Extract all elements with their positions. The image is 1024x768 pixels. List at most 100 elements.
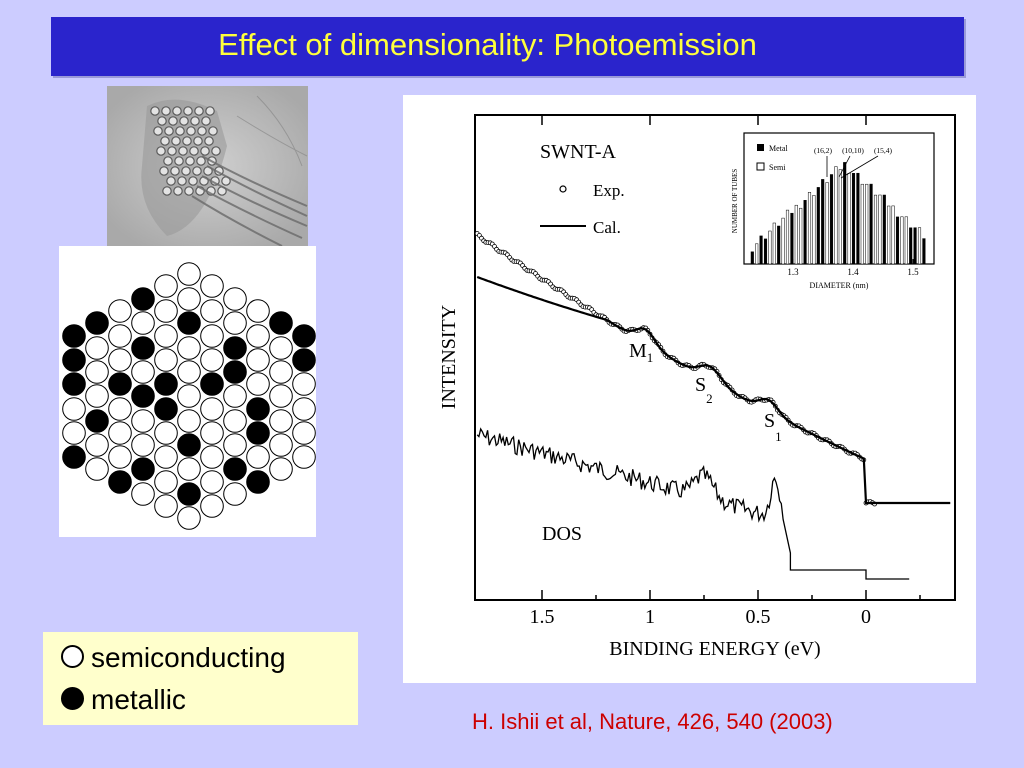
dos-label: DOS <box>542 523 582 545</box>
semiconducting-tube-circle <box>177 457 201 481</box>
semiconducting-tube-circle <box>108 324 132 348</box>
semiconducting-tube-circle <box>154 348 178 372</box>
semi-bar <box>904 216 908 265</box>
metallic-tube-circle <box>246 421 270 445</box>
metallic-tube-circle <box>246 397 270 421</box>
semiconducting-tube-circle <box>85 457 109 481</box>
semi-bar <box>794 204 798 265</box>
semiconducting-tube-circle <box>85 360 109 384</box>
semiconducting-tube-circle <box>269 433 293 457</box>
semiconducting-tube-circle <box>177 336 201 360</box>
title-bar: Effect of dimensionality: Photoemission <box>51 17 964 76</box>
semiconducting-tube-circle <box>154 494 178 518</box>
semiconducting-tube-circle <box>108 445 132 469</box>
semiconducting-tube-circle <box>292 445 316 469</box>
metallic-tube-circle <box>62 445 86 469</box>
semiconducting-tube-circle <box>108 397 132 421</box>
metallic-tube-circle <box>292 348 316 372</box>
semiconducting-tube-circle <box>246 299 270 323</box>
metallic-tube-circle <box>154 397 178 421</box>
metal-bar <box>829 174 834 265</box>
legend-label: semiconducting <box>91 642 286 673</box>
semiconducting-tube-circle <box>131 409 155 433</box>
semi-bar <box>834 166 838 265</box>
semi-bar <box>807 192 812 265</box>
semi-bar <box>781 217 785 265</box>
sample-label: SWNT-A <box>540 141 616 163</box>
metal-bar <box>909 227 913 265</box>
semiconducting-tube-circle <box>223 384 247 408</box>
semi-bar <box>865 183 869 265</box>
peak-label-s1: S1 <box>764 410 782 444</box>
semiconducting-tube-circle <box>223 409 247 433</box>
metallic-tube-circle <box>131 287 155 311</box>
semiconducting-tube-circle <box>223 433 247 457</box>
filled-circle-icon <box>61 687 84 711</box>
plot-frame <box>474 114 956 601</box>
semiconducting-tube-circle <box>154 470 178 494</box>
semi-bar <box>847 173 851 265</box>
metallic-tube-circle <box>85 311 109 335</box>
x-tick-label: 1 <box>645 606 655 628</box>
bundle-diagram <box>59 246 316 537</box>
semi-bar <box>772 222 776 265</box>
semiconducting-tube-circle <box>154 274 178 298</box>
semi-bar <box>891 205 895 265</box>
metal-bar <box>922 238 926 265</box>
peak-label-m1: M1 <box>629 340 653 365</box>
metal-bar <box>777 225 781 265</box>
tem-bundle-image <box>107 86 308 246</box>
metal-bar <box>895 216 900 265</box>
legend-item-semiconducting: semiconducting <box>61 642 286 674</box>
metal-square-icon <box>757 144 764 151</box>
semi-bar <box>755 243 759 265</box>
cal-curve <box>476 275 951 505</box>
semiconducting-tube-circle <box>177 506 201 530</box>
semiconducting-tube-circle <box>200 445 224 469</box>
citation: H. Ishii et al, Nature, 426, 540 (2003) <box>472 709 833 734</box>
semiconducting-tube-circle <box>269 384 293 408</box>
y-axis-label: INTENSITY <box>438 305 460 409</box>
metallic-tube-circle <box>177 311 201 335</box>
inset-legend-metal: Metal <box>769 144 788 153</box>
metallic-tube-circle <box>200 372 224 396</box>
x-axis-label: BINDING ENERGY (eV) <box>609 638 820 660</box>
semiconducting-tube-circle <box>108 348 132 372</box>
semiconducting-tube-circle <box>269 360 293 384</box>
semiconducting-tube-circle <box>154 445 178 469</box>
metal-bar <box>759 235 763 265</box>
cal-label: Cal. <box>593 218 621 237</box>
semiconducting-tube-circle <box>246 324 270 348</box>
semiconducting-tube-circle <box>131 482 155 506</box>
semiconducting-tube-circle <box>154 324 178 348</box>
semiconducting-tube-circle <box>223 311 247 335</box>
inset-histogram: 1.3 1.4 1.5 DIAMETER (nm) NUMBER OF TUBE… <box>731 132 935 290</box>
semiconducting-tube-circle <box>223 482 247 506</box>
semiconducting-tube-circle <box>62 397 86 421</box>
open-circle-icon <box>61 645 84 669</box>
x-tick-label: 0 <box>861 606 871 628</box>
semi-bar <box>900 216 904 265</box>
metallic-tube-circle <box>62 348 86 372</box>
semiconducting-tube-circle <box>85 336 109 360</box>
peak-label-s2: S2 <box>695 374 713 406</box>
semiconducting-tube-circle <box>200 299 224 323</box>
metallic-tube-circle <box>62 372 86 396</box>
metal-bar <box>763 238 768 265</box>
metallic-tube-circle <box>154 372 178 396</box>
metallic-tube-circle <box>177 433 201 457</box>
inset-x-tick: 1.5 <box>907 267 919 277</box>
semiconducting-tube-circle <box>62 421 86 445</box>
semiconducting-tube-circle <box>154 421 178 445</box>
photoemission-plot: 1.5 1 0.5 0 BINDING ENERGY (eV) INTENSIT… <box>403 95 976 683</box>
semiconducting-tube-circle <box>269 336 293 360</box>
semi-square-icon <box>756 162 765 171</box>
semi-bar <box>873 194 878 265</box>
metal-bar <box>882 194 886 265</box>
metal-bar <box>851 173 856 265</box>
metallic-tube-circle <box>223 457 247 481</box>
inset-y-label: NUMBER OF TUBES <box>731 169 739 234</box>
semi-bar <box>917 227 922 265</box>
metal-bar <box>803 200 807 265</box>
semiconducting-tube-circle <box>131 360 155 384</box>
